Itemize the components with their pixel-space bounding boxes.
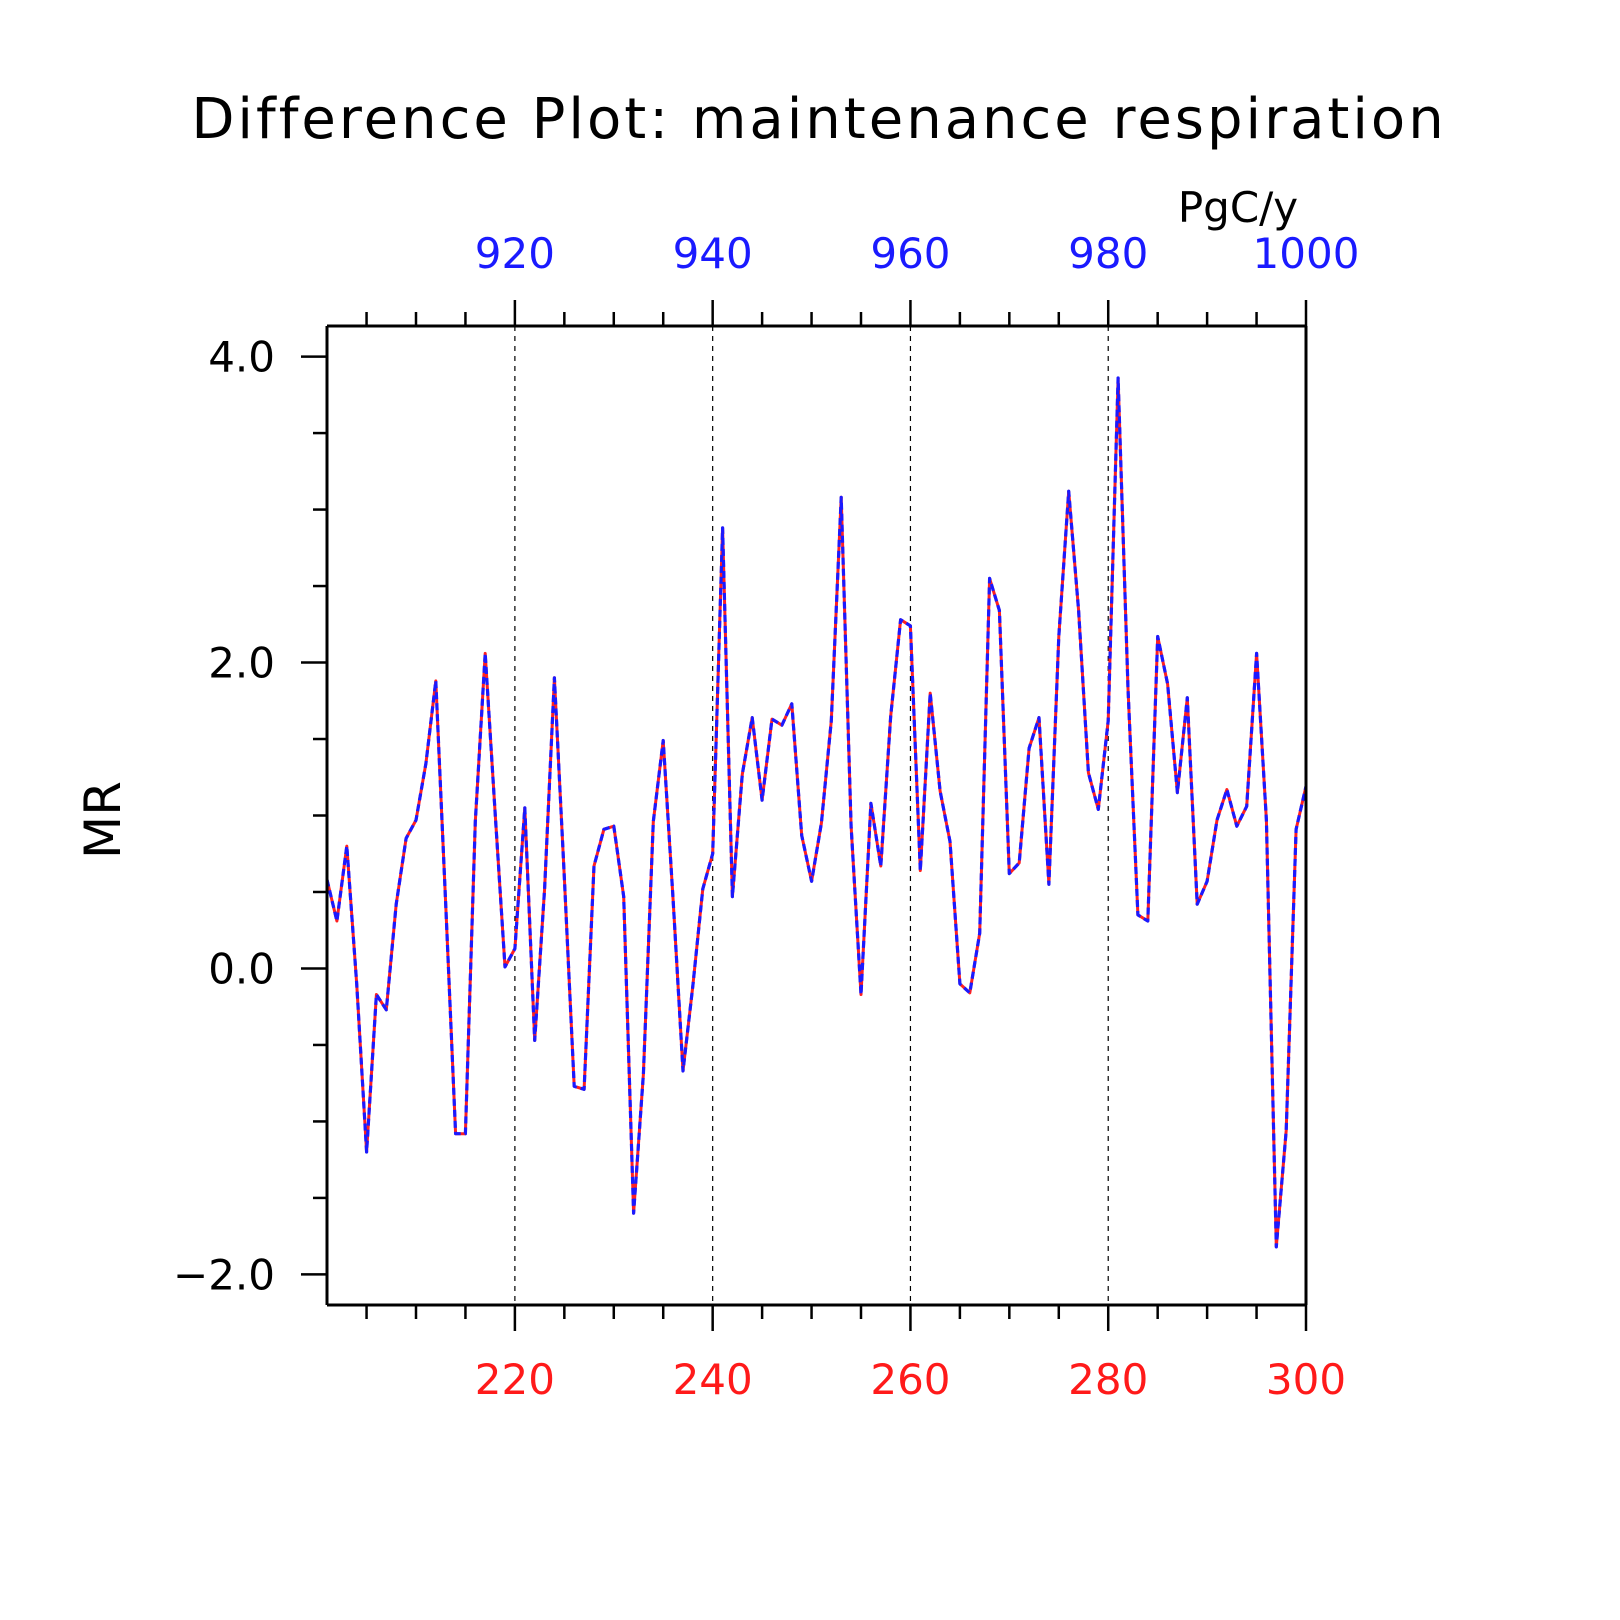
x-top-tick-label-1: 940 [673,229,753,278]
grid-lines [514,326,1109,1305]
x-bottom-tick-label-4: 300 [1266,1355,1346,1404]
y-axis-label: MR [74,781,132,859]
x-top-tick-label-4: 1000 [1253,229,1360,278]
tick-marks [301,300,1308,1331]
x-bottom-tick-label-0: 220 [475,1355,555,1404]
units-label: PgC/y [1178,183,1298,232]
series-line-2 [325,376,1308,1249]
x-bottom-tick-label-2: 260 [870,1355,950,1404]
x-bottom-tick-label-3: 280 [1068,1355,1148,1404]
series-line-1 [325,376,1308,1249]
x-top-tick-label-0: 920 [475,229,555,278]
series-layer [325,376,1308,1249]
chart-title: Difference Plot: maintenance respiration [191,87,1446,152]
y-tick-label-1: 0.0 [208,944,275,993]
y-tick-label-2: 2.0 [208,639,275,688]
tick-labels: −2.0 0.0 2.0 4.0 220 240 260 280 300 920 940 960 980… [173,229,1359,1404]
y-tick-label-0: −2.0 [173,1250,275,1299]
y-tick-label-3: 4.0 [208,333,275,382]
x-top-tick-label-3: 980 [1068,229,1148,278]
x-bottom-tick-label-1: 240 [673,1355,753,1404]
x-top-tick-label-2: 960 [870,229,950,278]
axes [325,324,1308,1307]
